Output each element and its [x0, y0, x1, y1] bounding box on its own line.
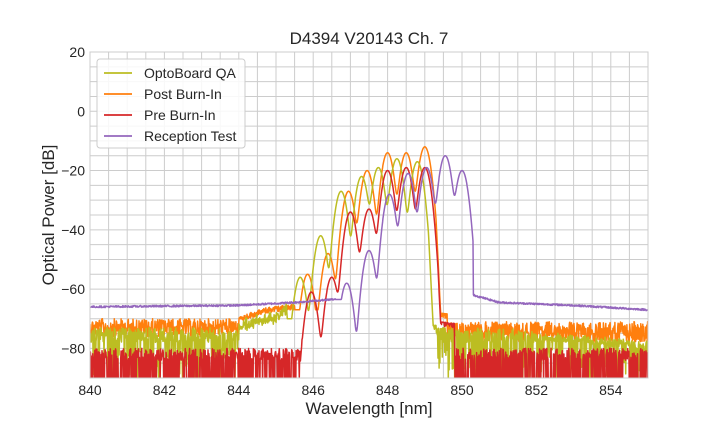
legend-label: OptoBoard QA: [144, 65, 236, 81]
x-tick-label: 848: [376, 382, 400, 398]
series-line-optoboard-qa: [90, 157, 648, 378]
series-line-reception-test: [90, 154, 648, 332]
y-tick-label: 20: [69, 44, 85, 60]
x-tick-label: 844: [227, 382, 251, 398]
y-tick-label: −40: [61, 222, 85, 238]
series-layer: [90, 146, 648, 378]
y-tick-label: −80: [61, 340, 85, 356]
legend-label: Pre Burn-In: [144, 107, 216, 123]
y-axis-label: Optical Power [dB]: [39, 145, 58, 286]
x-tick-label: 846: [302, 382, 326, 398]
chart-title: D4394 V20143 Ch. 7: [290, 29, 449, 48]
legend-label: Post Burn-In: [144, 86, 222, 102]
x-tick-labels: 840 842 844 846 848 850 852 854: [78, 382, 622, 398]
x-tick-label: 854: [599, 382, 623, 398]
x-tick-label: 840: [78, 382, 102, 398]
x-tick-label: 850: [450, 382, 474, 398]
legend-box: [96, 58, 246, 149]
x-tick-label: 842: [153, 382, 177, 398]
y-tick-labels: 20 0 −20 −40 −60 −80: [61, 44, 85, 356]
x-tick-label: 852: [525, 382, 549, 398]
series-line-pre-burn-in: [90, 166, 648, 378]
legend: OptoBoard QA Post Burn-In Pre Burn-In Recep…: [96, 58, 246, 149]
x-axis-label: Wavelength [nm]: [306, 399, 433, 418]
plot-frame: [89, 51, 649, 379]
y-tick-label: −20: [61, 163, 85, 179]
y-tick-label: 0: [77, 103, 85, 119]
y-tick-label: −60: [61, 281, 85, 297]
legend-label: Reception Test: [144, 128, 236, 144]
